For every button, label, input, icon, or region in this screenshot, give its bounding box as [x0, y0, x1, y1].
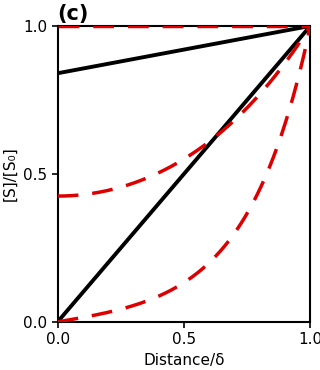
- X-axis label: Distance/δ: Distance/δ: [143, 353, 225, 368]
- Text: (c): (c): [58, 4, 89, 24]
- Y-axis label: [S]/[S₀]: [S]/[S₀]: [3, 147, 18, 201]
